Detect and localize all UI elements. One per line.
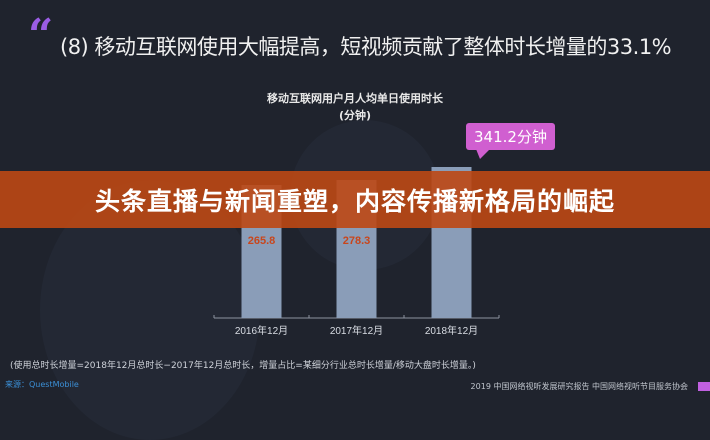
page-title: (8) 移动互联网使用大幅提高，短视频贡献了整体时长增量的33.1%	[60, 35, 672, 59]
data-label: 278.3	[343, 235, 371, 247]
x-tick-label: 2017年12月	[330, 324, 383, 337]
credit-label: 2019 中国网络视听发展研究报告 中国网络视听节目服务协会	[470, 382, 688, 391]
banner-text: 头条直播与新闻重塑，内容传播新格局的崛起	[94, 186, 615, 216]
overlay-banner: 头条直播与新闻重塑，内容传播新格局的崛起	[0, 171, 710, 228]
quote-mark-icon: “	[28, 10, 54, 61]
chart-subtitle: (分钟)	[338, 109, 372, 122]
data-label: 265.8	[248, 235, 276, 247]
brand-mark	[698, 382, 710, 391]
footnote: (使用总时长增量=2018年12月总时长−2017年12月总时长，增量占比=某细…	[10, 361, 476, 371]
highlight-callout: 341.2分钟	[466, 123, 555, 159]
source-label: 来源：QuestMobile	[5, 380, 79, 389]
chart-title: 移动互联网用户月人均单日使用时长	[267, 92, 443, 105]
x-tick-label: 2018年12月	[425, 324, 478, 337]
chart-title-block: 移动互联网用户月人均单日使用时长 (分钟)	[0, 90, 710, 124]
x-tick-label: 2016年12月	[235, 324, 288, 337]
